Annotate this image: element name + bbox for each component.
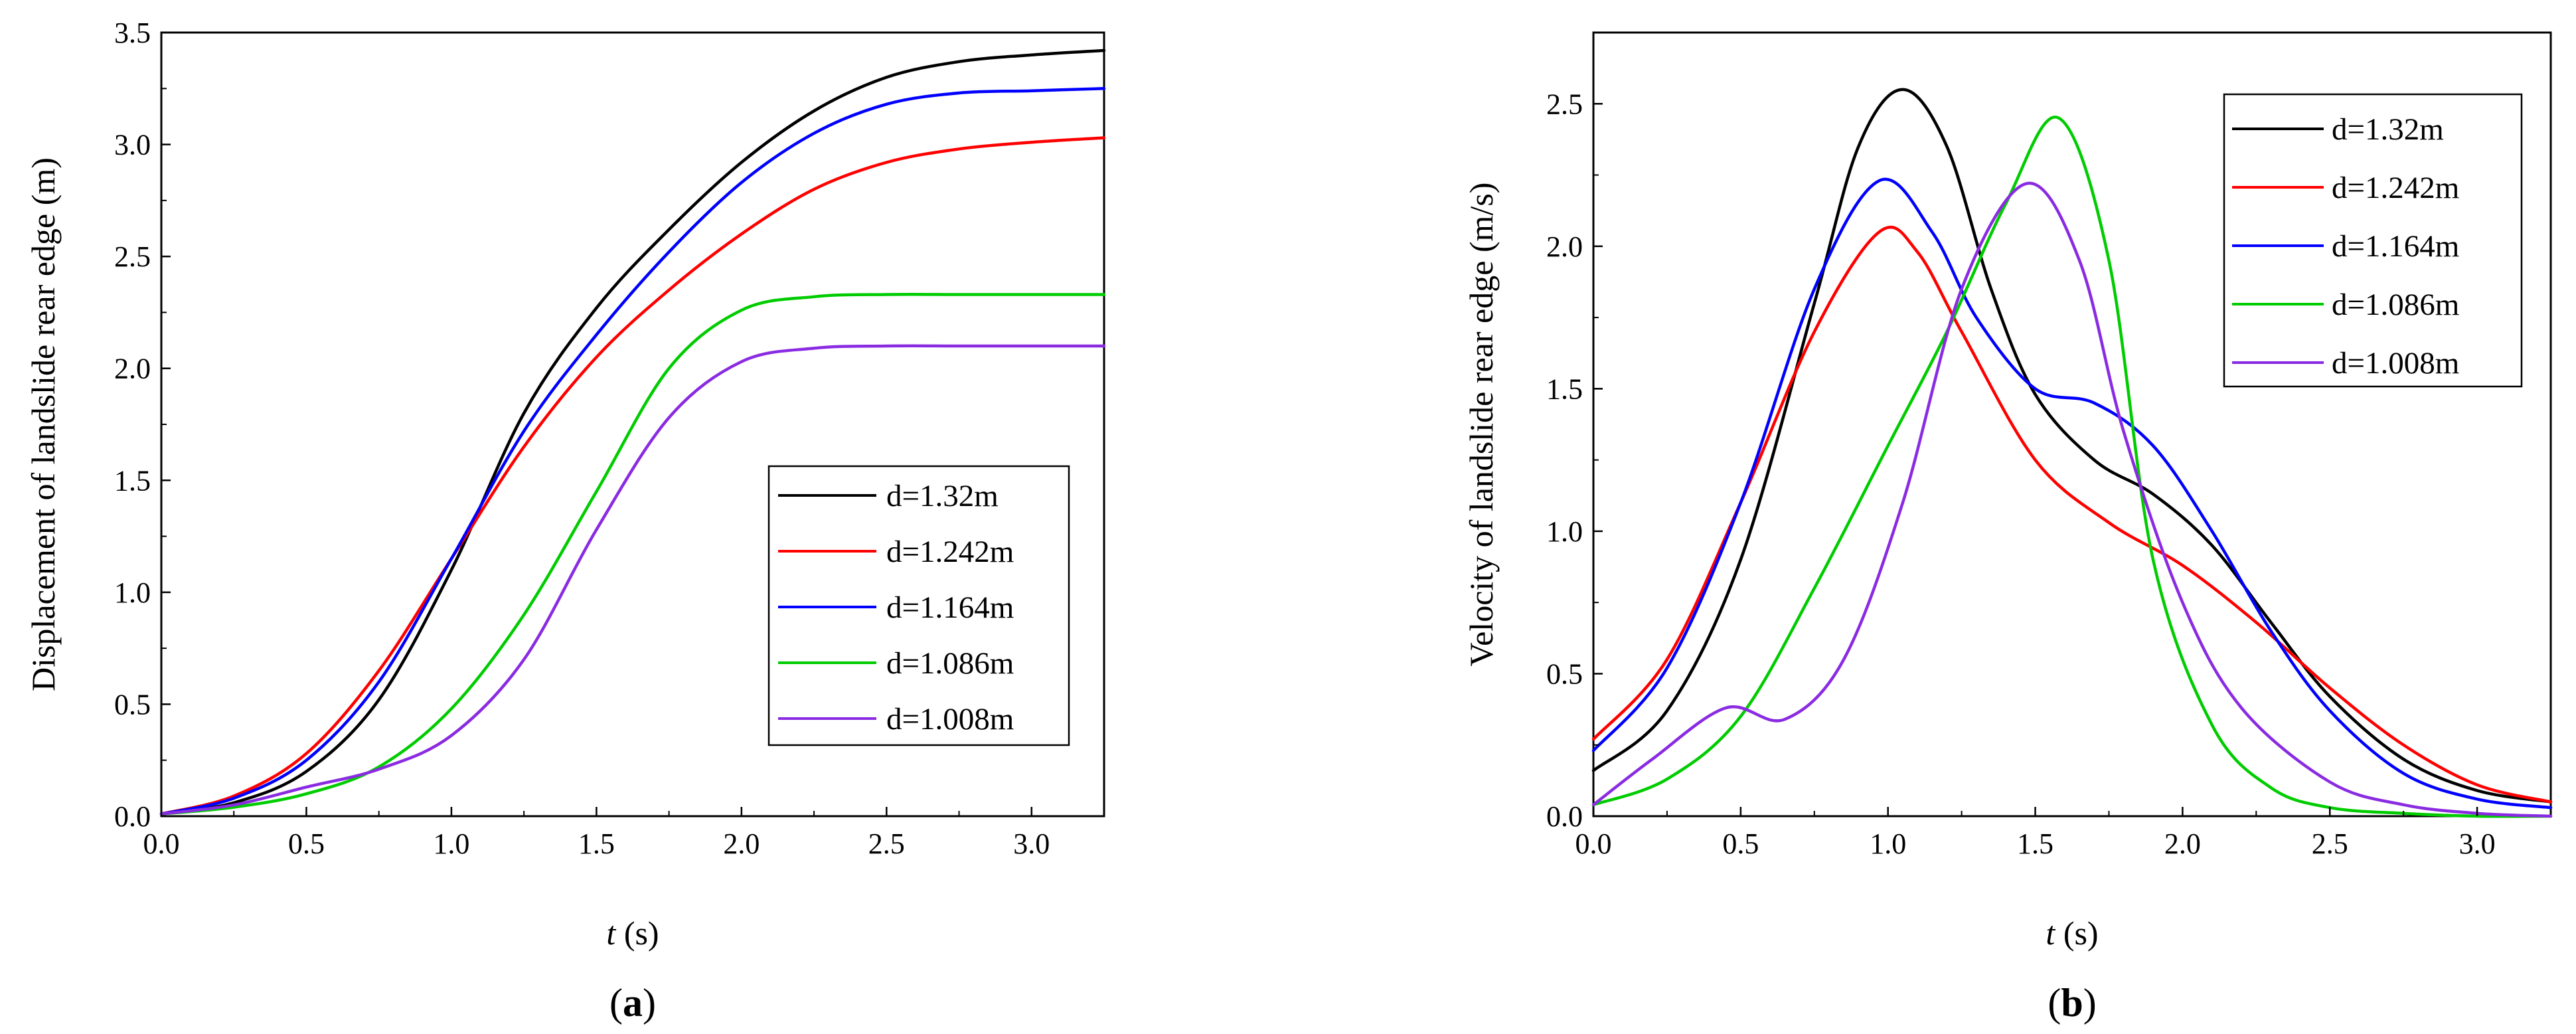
panel-a-y-axis-label: Displacement of landslide rear edge (m) bbox=[25, 157, 62, 691]
panel-a-y-tick-label: 1.0 bbox=[114, 576, 151, 609]
panel-a-y-tick-label: 1.5 bbox=[114, 464, 151, 497]
panel-b-x-ticks: 0.0 0.5 1.0 1.5 2.0 2.5 3.0 bbox=[1575, 807, 2496, 860]
panel-a-legend-label: d=1.32m bbox=[886, 479, 999, 513]
panel-b-legend-label: d=1.164m bbox=[2332, 229, 2459, 264]
panel-b-x-tick-label: 0.5 bbox=[1722, 827, 1759, 860]
panel-b-x-tick-label: 2.0 bbox=[2164, 827, 2201, 860]
panel-a-legend-label: d=1.242m bbox=[886, 535, 1014, 569]
panel-b-y-tick-label: 0.5 bbox=[1546, 657, 1583, 690]
panel-a-x-tick-label: 2.0 bbox=[723, 827, 760, 860]
panel-b-y-tick-label: 1.0 bbox=[1546, 515, 1583, 548]
panel-a-x-axis-label: t (s) bbox=[606, 914, 659, 952]
panel-a-x-axis-variable: t bbox=[606, 914, 616, 952]
panel-a-x-tick-label: 0.5 bbox=[288, 827, 325, 860]
panel-b-y-tick-label: 2.5 bbox=[1546, 88, 1583, 120]
panel-b-series-line-d-1-32m bbox=[1591, 88, 2553, 804]
panel-b-x-axis-unit: (s) bbox=[2055, 914, 2098, 952]
panel-b-series-line-d-1-164m bbox=[1591, 177, 2553, 810]
panel-b-x-tick-label: 1.0 bbox=[1870, 827, 1906, 860]
panel-b-legend-label: d=1.008m bbox=[2332, 346, 2459, 381]
panel-b-y-axis-label: Velocity of landslide rear edge (m/s) bbox=[1463, 183, 1500, 667]
panel-a-y-tick-label: 3.0 bbox=[114, 129, 151, 161]
panel-a-y-tick-label: 0.0 bbox=[114, 800, 151, 833]
panel-a-x-ticks: 0.0 0.5 1.0 1.5 2.0 2.5 3.0 bbox=[143, 807, 1050, 860]
panel-b-plot-frame bbox=[1592, 31, 2552, 818]
panel-a-chart: 0.0 0.5 1.0 1.5 2.0 2.5 3.0 0.0 0.5 1.0 1.5 2.0 2.5… bbox=[25, 17, 1106, 1025]
panel-a-x-axis-unit: (s) bbox=[615, 914, 659, 952]
panel-a-x-tick-label: 3.0 bbox=[1013, 827, 1050, 860]
panel-b-legend-label: d=1.242m bbox=[2332, 171, 2459, 205]
panel-b-legend-box bbox=[2223, 93, 2523, 388]
panel-b-x-tick-label: 2.5 bbox=[2312, 827, 2348, 860]
panel-b-x-axis-variable: t bbox=[2046, 914, 2055, 952]
panel-b-chart: 0.0 0.5 1.0 1.5 2.0 2.5 3.0 0.0 0.5 1.0 1.5 2.0 2.5… bbox=[1463, 31, 2553, 1025]
panel-b-y-tick-label: 2.0 bbox=[1546, 230, 1583, 263]
panel-b-series-line-d-1-008m bbox=[1591, 181, 2553, 818]
panel-b-label: (b) bbox=[2048, 981, 2096, 1025]
panel-b-x-tick-label: 0.0 bbox=[1575, 827, 1612, 860]
panel-b-x-tick-label: 1.5 bbox=[2017, 827, 2053, 860]
panel-a-y-tick-label: 3.5 bbox=[114, 17, 151, 49]
panel-a-y-ticks: 0.0 0.5 1.0 1.5 2.0 2.5 3.0 3.5 bbox=[114, 17, 171, 833]
panel-a-y-tick-label: 0.5 bbox=[114, 688, 151, 721]
panel-a-series-line-d-1-164m bbox=[159, 87, 1106, 816]
panel-b-legend-label: d=1.086m bbox=[2332, 288, 2459, 322]
panel-b-legend-label: d=1.32m bbox=[2332, 112, 2444, 147]
panel-a-label: (a) bbox=[609, 981, 656, 1025]
panel-a-series-line-d-1-086m bbox=[159, 292, 1106, 816]
panel-b-x-axis-label: t (s) bbox=[2046, 914, 2098, 952]
panel-a-series-line-d-1-32m bbox=[159, 48, 1106, 816]
panel-a-legend-label: d=1.008m bbox=[886, 702, 1014, 736]
panel-a-legend-label: d=1.086m bbox=[886, 646, 1014, 681]
panel-b-x-tick-label: 3.0 bbox=[2459, 827, 2496, 860]
panel-a-legend-label: d=1.164m bbox=[886, 590, 1014, 625]
panel-b-y-tick-label: 1.5 bbox=[1546, 373, 1583, 405]
panel-b-legend: d=1.32m d=1.242m d=1.164m d=1.086m d=1.0… bbox=[2223, 93, 2523, 388]
panel-a-series bbox=[159, 48, 1106, 816]
panel-b-y-tick-label: 0.0 bbox=[1546, 800, 1583, 833]
panel-a-legend: d=1.32m d=1.242m d=1.164m d=1.086m d=1.0… bbox=[767, 465, 1070, 746]
panel-a-x-tick-label: 2.5 bbox=[868, 827, 905, 860]
panel-a-x-tick-label: 1.5 bbox=[578, 827, 615, 860]
panel-b-series bbox=[1591, 88, 2553, 818]
panel-a-y-tick-label: 2.5 bbox=[114, 240, 151, 273]
panel-a-series-line-d-1-242m bbox=[159, 136, 1106, 816]
panel-a-y-tick-label: 2.0 bbox=[114, 353, 151, 385]
panel-a-x-tick-label: 0.0 bbox=[143, 827, 180, 860]
panel-a-series-line-d-1-008m bbox=[159, 344, 1106, 816]
panel-b-y-ticks: 0.0 0.5 1.0 1.5 2.0 2.5 bbox=[1546, 88, 1603, 833]
panel-a-x-tick-label: 1.0 bbox=[433, 827, 469, 860]
